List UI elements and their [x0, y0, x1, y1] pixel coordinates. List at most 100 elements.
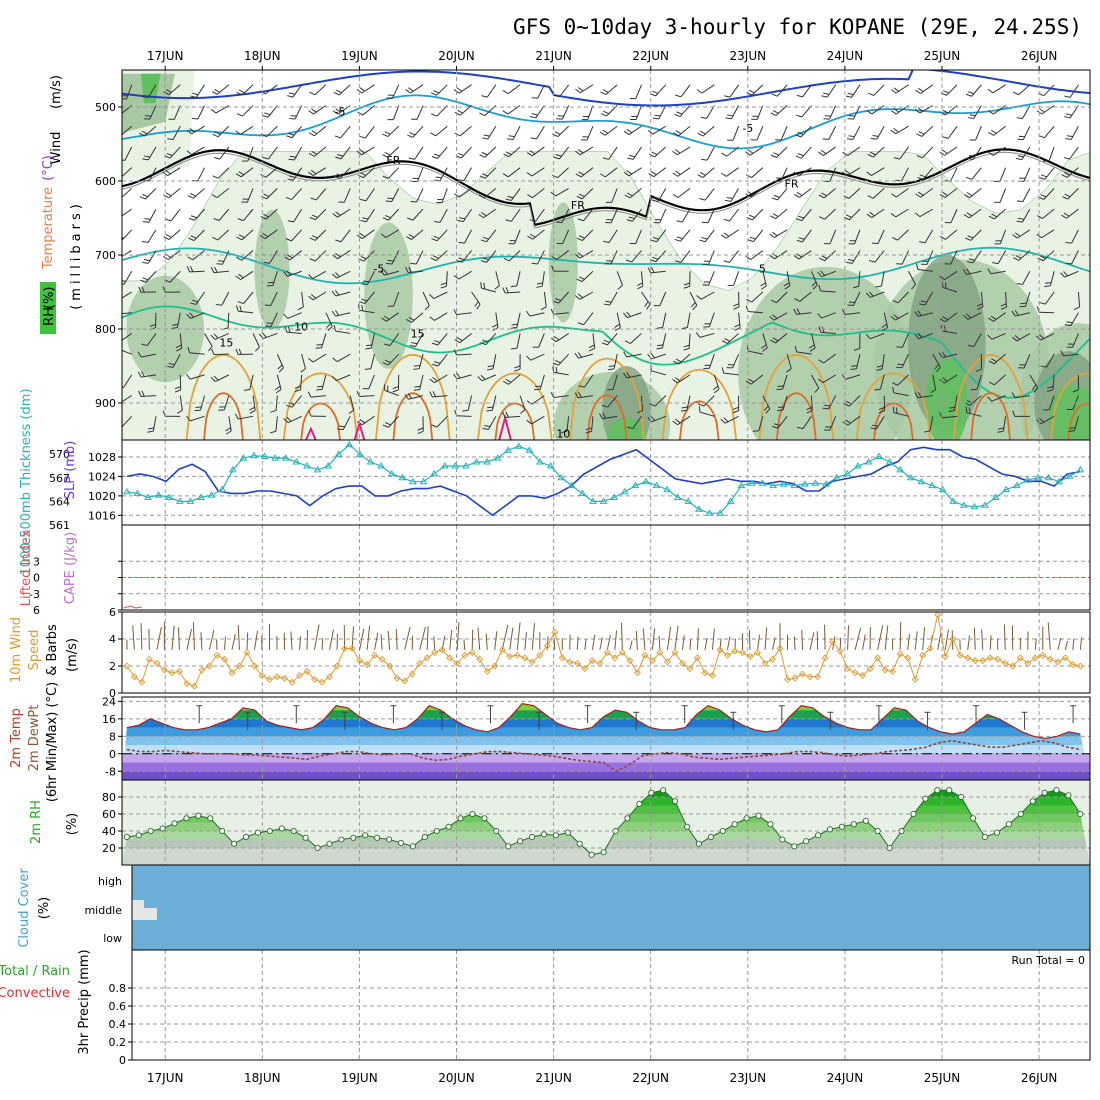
wind-barb-feather: [384, 343, 391, 347]
wind-barb: [632, 208, 642, 222]
wind-barb-feather: [359, 419, 366, 424]
wind-barb: [655, 84, 667, 97]
wind-barb: [434, 312, 448, 321]
wind10-marker: [581, 665, 589, 673]
wind-barb-feather: [696, 89, 703, 94]
wind-barb: [680, 250, 691, 263]
wind-barb-feather: [675, 170, 681, 175]
wind10-marker: [1009, 662, 1017, 670]
cloud-ylabel-1: Cloud Cover: [17, 868, 32, 948]
wind10-marker: [558, 654, 566, 662]
wind-barb-feather: [480, 342, 487, 346]
wind-barb: [640, 271, 644, 287]
wind-barb-feather: [387, 259, 394, 262]
wind-barb: [701, 84, 715, 94]
wind-barb-feather: [723, 260, 730, 263]
wind-barb: [562, 229, 570, 244]
wind-barb: [991, 332, 1006, 340]
wind-barb-feather: [494, 285, 500, 290]
wind-barb-feather: [492, 323, 498, 328]
wind10-marker: [866, 665, 874, 673]
wind-barb-feather: [278, 367, 284, 373]
wind10-marker: [228, 669, 236, 677]
wind-barb: [416, 188, 424, 203]
wind-barb-feather: [259, 235, 266, 240]
wind-barb-feather: [1068, 430, 1075, 432]
wind-barb-feather: [701, 236, 708, 240]
rh-marker: [1017, 810, 1024, 818]
wind-barb: [786, 354, 792, 369]
wind-barb-feather: [769, 233, 775, 238]
rh-marker: [779, 836, 786, 843]
wind-barb: [922, 146, 934, 159]
wind10-barb: [944, 629, 950, 650]
wind-barb-feather: [915, 89, 921, 94]
wind-barb: [917, 395, 933, 399]
wind-barb-feather: [336, 173, 343, 177]
wind10-marker: [611, 654, 619, 662]
wind-barb: [310, 395, 326, 398]
wind-barb: [122, 208, 132, 217]
wind-barb-feather: [529, 115, 536, 119]
wind-barb: [361, 229, 375, 239]
upper-ylabel-rh-units: (%): [42, 287, 57, 310]
wind10-marker: [799, 670, 807, 678]
wind-barb-feather: [1073, 306, 1080, 310]
wind-barb-feather: [1063, 271, 1069, 277]
wind-barb-feather: [988, 381, 995, 386]
wind-barb-feather: [387, 197, 394, 200]
thickness-marker: [271, 454, 280, 461]
temp-contour-minus10: [122, 70, 1090, 107]
wind-barb-feather: [844, 169, 851, 175]
wind-barb-feather: [283, 271, 288, 277]
wind-barb: [340, 229, 351, 243]
wind-barb: [1023, 167, 1031, 182]
wind-barb-feather: [917, 177, 924, 180]
wind-barb-feather: [851, 365, 858, 367]
thickness-marker: [1002, 485, 1011, 493]
wind-barb: [972, 146, 982, 160]
wind10-barb: [192, 622, 195, 650]
wind-barb-feather: [384, 359, 391, 364]
wind-barb: [786, 271, 791, 287]
wind-barb-feather: [505, 411, 509, 418]
wind-barb-feather: [675, 260, 682, 263]
wind10-marker: [1016, 654, 1024, 662]
wind-barb-feather: [312, 214, 318, 218]
wind10-marker: [251, 662, 258, 670]
wind-barb-feather: [502, 411, 506, 418]
wind-barb: [851, 250, 861, 264]
wind-barb-feather: [527, 235, 533, 240]
wind-barb-feather: [414, 385, 421, 388]
wind-barb-feather: [385, 422, 391, 426]
wind-barb: [946, 84, 958, 96]
wind10-marker: [859, 671, 867, 679]
wind-barb-feather: [575, 173, 582, 178]
wind-barb-feather: [210, 377, 216, 382]
date-label-top: 26JUN: [1021, 49, 1058, 63]
temp-contour-15: [1049, 372, 1090, 440]
wind-barb-feather: [385, 214, 391, 219]
wind-barb-feather: [334, 289, 340, 296]
slp-ylabel-right: SLP (mb): [63, 441, 78, 500]
wind-barb: [1021, 146, 1031, 160]
wind-barb-feather: [189, 128, 195, 133]
date-label-top: 17JUN: [147, 49, 184, 63]
rh-marker: [326, 840, 333, 847]
wind-barb-feather: [1040, 365, 1047, 368]
wind10-marker: [769, 655, 776, 663]
wind-barb-feather: [1061, 214, 1067, 219]
wind10-ylabel: 10m Wind Speed & Barbs (m/s): [9, 617, 80, 683]
wind-barb-feather: [870, 137, 877, 140]
upper-ylabel-temp-units: (°C): [41, 155, 56, 181]
precip-ylabel-2: Convective: [0, 986, 70, 1001]
wind-barb: [483, 208, 497, 219]
wind-barb: [853, 105, 861, 120]
rh-marker: [314, 844, 321, 852]
wind-barb-feather: [1060, 272, 1065, 278]
thickness-marker: [557, 473, 566, 481]
wind-barb: [294, 105, 303, 120]
wind10-marker: [919, 651, 927, 659]
wind-barb: [441, 188, 448, 203]
wind-barb: [750, 146, 764, 156]
